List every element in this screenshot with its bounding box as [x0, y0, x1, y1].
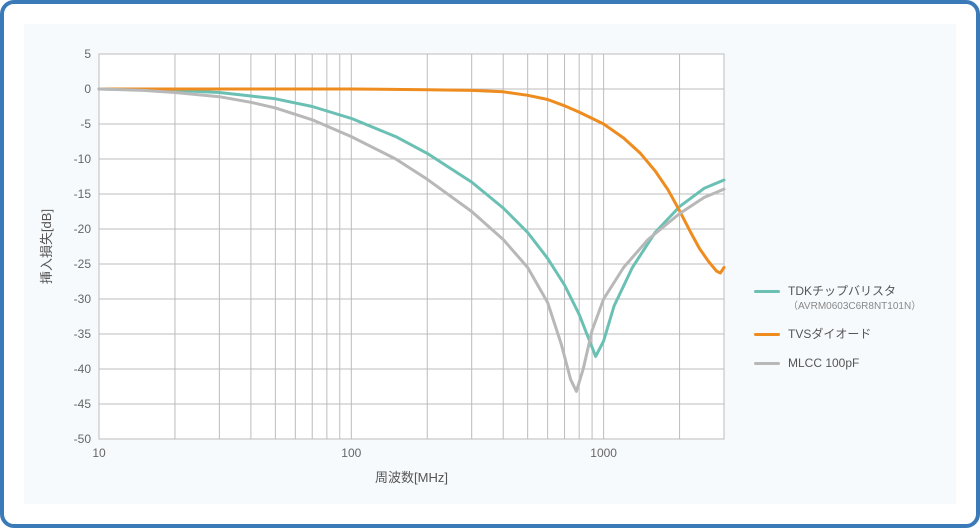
legend-item: MLCC 100pF	[754, 356, 964, 370]
legend-label: TDKチップバリスタ（AVRM0603C6R8NT101N）	[788, 284, 921, 313]
svg-text:100: 100	[341, 446, 361, 460]
insertion-loss-chart: 5 0 -5 -10 -15 -20 -25 -30 -35 -40 -45 -5010 100 1000…	[24, 34, 744, 494]
svg-text:-40: -40	[74, 362, 92, 376]
svg-text:-20: -20	[74, 222, 92, 236]
legend-label: TVSダイオード	[788, 327, 871, 341]
svg-text:1000: 1000	[590, 446, 617, 460]
legend-item: TVSダイオード	[754, 327, 964, 341]
legend-swatch	[754, 333, 780, 336]
svg-text:10: 10	[92, 446, 106, 460]
svg-text:-35: -35	[74, 327, 92, 341]
chart-area: 5 0 -5 -10 -15 -20 -25 -30 -35 -40 -45 -5010 100 1000…	[24, 34, 744, 494]
svg-text:5: 5	[84, 47, 91, 61]
svg-text:-30: -30	[74, 292, 92, 306]
svg-text:0: 0	[84, 82, 91, 96]
svg-text:-15: -15	[74, 187, 92, 201]
legend-item: TDKチップバリスタ（AVRM0603C6R8NT101N）	[754, 284, 964, 313]
chart-panel: 5 0 -5 -10 -15 -20 -25 -30 -35 -40 -45 -5010 100 1000…	[24, 24, 956, 504]
svg-text:-10: -10	[74, 152, 92, 166]
svg-text:-5: -5	[80, 117, 91, 131]
legend-swatch	[754, 362, 780, 365]
svg-text:-25: -25	[74, 257, 92, 271]
legend-label: MLCC 100pF	[788, 356, 859, 370]
svg-text:周波数[MHz]: 周波数[MHz]	[375, 470, 448, 485]
svg-text:-45: -45	[74, 397, 92, 411]
legend: TDKチップバリスタ（AVRM0603C6R8NT101N） TVSダイオード ML…	[754, 284, 964, 384]
svg-text:-50: -50	[74, 432, 92, 446]
legend-swatch	[754, 290, 780, 293]
svg-text:挿入損失[dB]: 挿入損失[dB]	[39, 209, 54, 284]
outer-frame: 5 0 -5 -10 -15 -20 -25 -30 -35 -40 -45 -5010 100 1000…	[0, 0, 980, 528]
